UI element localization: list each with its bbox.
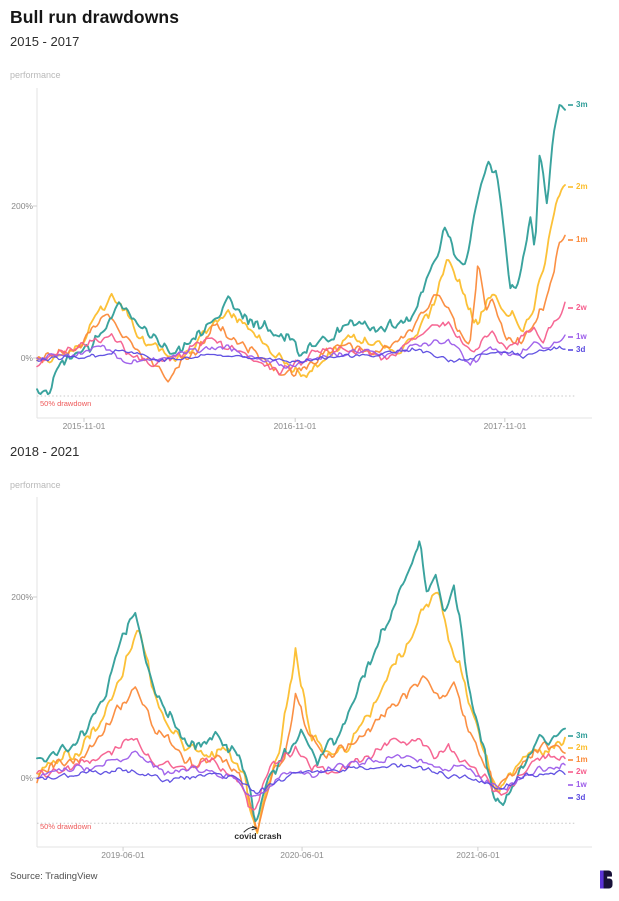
source-attribution: Source: TradingView — [10, 871, 98, 882]
chart1-xtick-2016: 2016-11-01 — [273, 421, 317, 431]
chart2-drawdown-label: 50% drawdown — [40, 822, 92, 831]
chart2-xtick-2021: 2021-06-01 — [456, 850, 500, 860]
legend-label: 3m — [576, 100, 588, 109]
chart1-subtitle: 2015 - 2017 — [10, 34, 80, 49]
chart2-legend-3m: 3m — [568, 731, 588, 741]
chart2-ytick-200: 200% — [11, 592, 33, 602]
legend-dash — [568, 797, 573, 799]
chart2-xtick-2020: 2020-06-01 — [280, 850, 324, 860]
chart2-ytick-0: 0% — [20, 773, 33, 783]
legend-dash — [568, 759, 573, 761]
chart2-subtitle: 2018 - 2021 — [10, 444, 80, 459]
chart1-ytick-0: 0% — [20, 353, 33, 363]
chart1-legend-2w: 2w — [568, 303, 587, 313]
legend-label: 3d — [576, 793, 586, 802]
legend-dash — [568, 336, 573, 338]
legend-label: 2w — [576, 303, 587, 312]
legend-dash — [568, 349, 573, 351]
legend-label: 1m — [576, 755, 588, 764]
legend-dash — [568, 104, 573, 106]
legend-dash — [568, 735, 573, 737]
legend-dash — [568, 784, 573, 786]
chart1-legend-1w: 1w — [568, 332, 587, 342]
brand-logo-icon — [600, 870, 613, 889]
chart2-xtick-2019: 2019-06-01 — [101, 850, 145, 860]
chart2-legend-2m: 2m — [568, 743, 588, 753]
chart2-legend-3d: 3d — [568, 793, 585, 803]
legend-label: 3d — [576, 345, 586, 354]
chart1-ytick-200: 200% — [11, 201, 33, 211]
legend-label: 2m — [576, 182, 588, 191]
legend-dash — [568, 747, 573, 749]
chart1-legend-1m: 1m — [568, 235, 588, 245]
chart1-legend-3d: 3d — [568, 345, 585, 355]
legend-dash — [568, 307, 573, 309]
legend-dash — [568, 186, 573, 188]
chart1-legend-3m: 3m — [568, 100, 588, 110]
legend-label: 1w — [576, 780, 587, 789]
chart1-legend-2m: 2m — [568, 182, 588, 192]
chart1-y-axis-label: performance — [10, 70, 61, 80]
legend-label: 1m — [576, 235, 588, 244]
chart2-legend-1w: 1w — [568, 780, 587, 790]
legend-label: 2w — [576, 767, 587, 776]
legend-dash — [568, 239, 573, 241]
chart1-xtick-2015: 2015-11-01 — [62, 421, 106, 431]
legend-dash — [568, 771, 573, 773]
chart1-xtick-2017: 2017-11-01 — [483, 421, 527, 431]
covid-crash-annotation: covid crash — [234, 831, 282, 841]
legend-label: 3m — [576, 731, 588, 740]
legend-label: 1w — [576, 332, 587, 341]
chart2-y-axis-label: performance — [10, 480, 61, 490]
chart2-legend-2w: 2w — [568, 767, 587, 777]
chart1-drawdown-label: 50% drawdown — [40, 399, 92, 408]
legend-label: 2m — [576, 743, 588, 752]
chart2-legend-1m: 1m — [568, 755, 588, 765]
page-title: Bull run drawdowns — [10, 7, 180, 27]
